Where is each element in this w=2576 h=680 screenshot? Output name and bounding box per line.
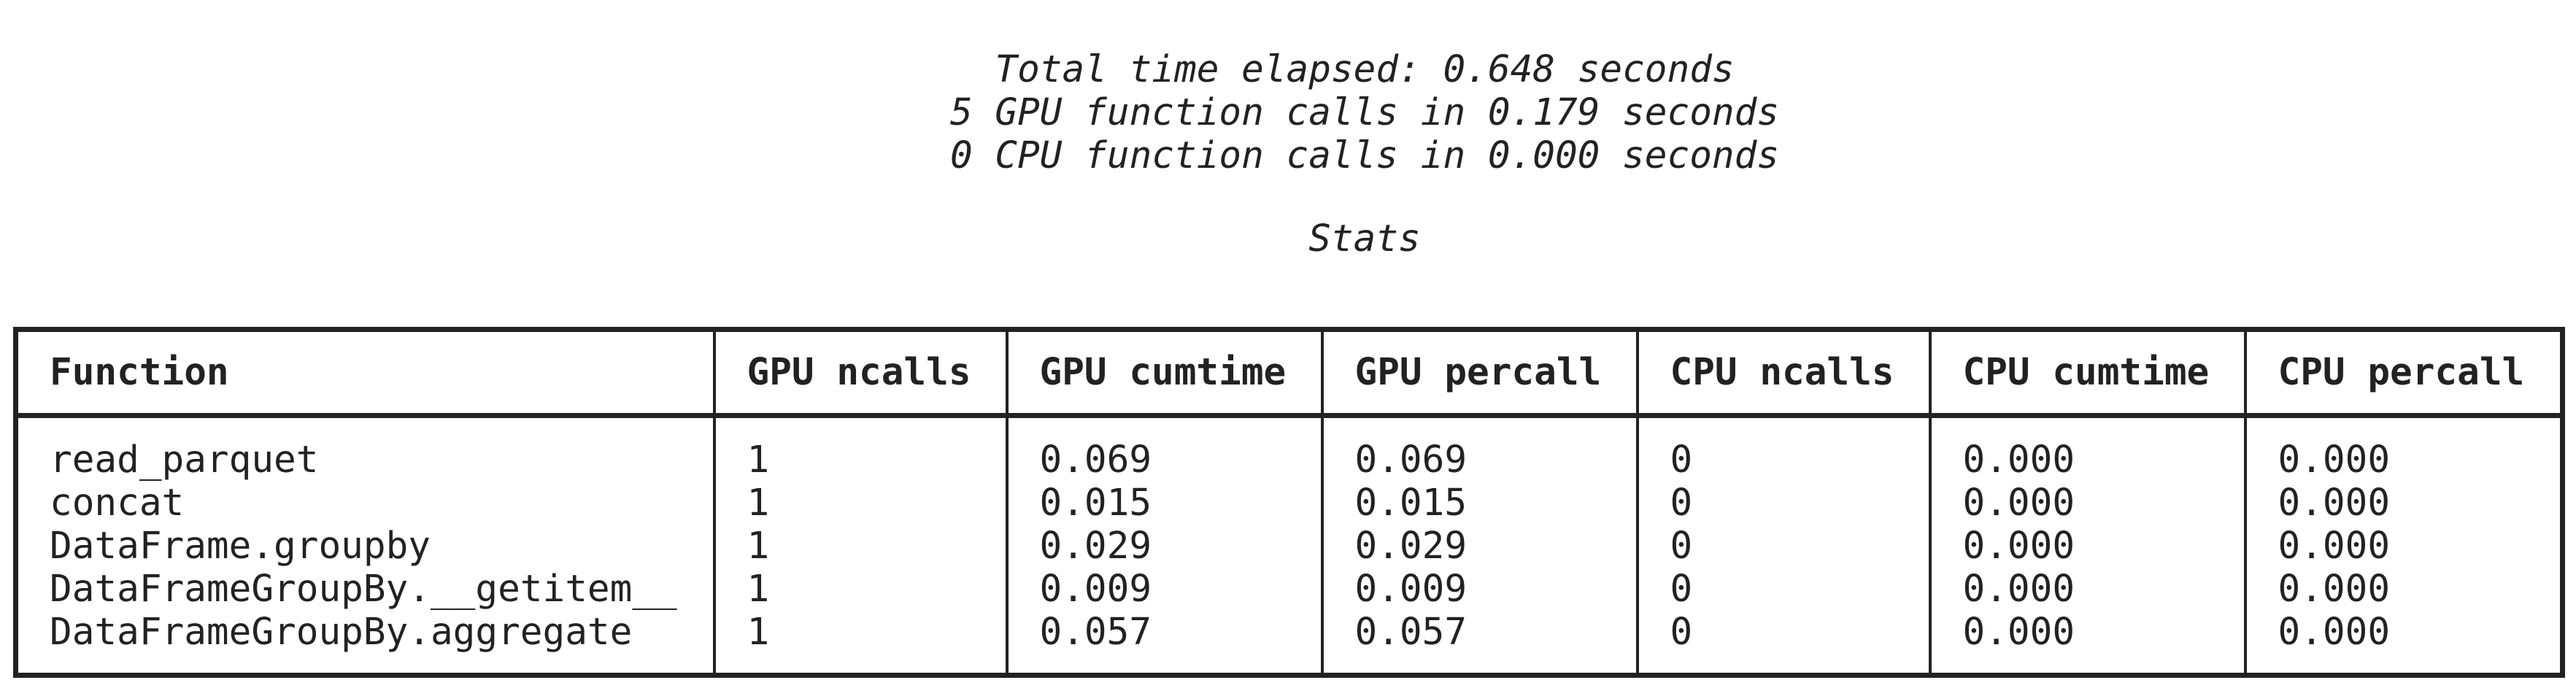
table-cell: 1 <box>712 415 1009 482</box>
table-cell: 0 <box>1635 611 1932 676</box>
table-cell: 0.000 <box>2243 568 2564 611</box>
table-row: DataFrameGroupBy.__getitem__ 1 0.009 0.009 0… <box>14 568 2564 611</box>
stats-title: Stats <box>1308 217 1421 260</box>
table-cell: 0 <box>1635 482 1932 525</box>
column-header: GPU ncalls <box>712 329 1009 418</box>
column-header: GPU percall <box>1320 329 1639 418</box>
table-cell: 0.009 <box>1320 568 1639 611</box>
stats-table: Function GPU ncalls GPU cumtime GPU perc… <box>13 327 2565 678</box>
table-cell: concat <box>14 482 716 525</box>
column-header: CPU percall <box>2243 329 2564 418</box>
table-cell: 0.000 <box>1928 415 2247 482</box>
cpu-calls-text: 0 CPU function calls in 0.000 seconds <box>949 134 1780 177</box>
table-row: DataFrameGroupBy.aggregate 1 0.057 0.057 0 0.… <box>14 611 2564 676</box>
table-cell: 1 <box>712 482 1009 525</box>
table-cell: 0.015 <box>1005 482 1324 525</box>
gpu-calls-text: 5 GPU function calls in 0.179 seconds <box>949 91 1780 134</box>
table-cell: 0.069 <box>1005 415 1324 482</box>
table-cell: 0.000 <box>2243 415 2564 482</box>
summary: Total time elapsed: 0.648 seconds 5 GPU … <box>0 48 2576 177</box>
table-header-row: Function GPU ncalls GPU cumtime GPU perc… <box>14 329 2564 418</box>
table-cell: 0 <box>1635 415 1932 482</box>
column-header: CPU cumtime <box>1928 329 2247 418</box>
table-cell: DataFrameGroupBy.__getitem__ <box>14 568 716 611</box>
table-cell: 0.057 <box>1320 611 1639 676</box>
table-cell: DataFrameGroupBy.aggregate <box>14 611 716 676</box>
table-cell: 0.000 <box>2243 611 2564 676</box>
table-row: DataFrame.groupby 1 0.029 0.029 0 0.000 0.000 <box>14 525 2564 568</box>
table-cell: 0.000 <box>2243 525 2564 568</box>
table-cell: 0 <box>1635 525 1932 568</box>
table-cell: 1 <box>712 525 1009 568</box>
table-row: concat 1 0.015 0.015 0 0.000 0.000 <box>14 482 2564 525</box>
table-cell: 0.000 <box>1928 568 2247 611</box>
table-cell: 0.057 <box>1005 611 1324 676</box>
total-time-text: Total time elapsed: 0.648 seconds <box>995 48 1735 91</box>
table-cell: 0 <box>1635 568 1932 611</box>
column-header: CPU ncalls <box>1635 329 1932 418</box>
table-cell: 1 <box>712 611 1009 676</box>
table-cell: 1 <box>712 568 1009 611</box>
table-cell: 0.000 <box>1928 611 2247 676</box>
table-cell: DataFrame.groupby <box>14 525 716 568</box>
table-cell: 0.000 <box>2243 482 2564 525</box>
table-cell: 0.000 <box>1928 525 2247 568</box>
column-header: Function <box>14 329 716 418</box>
table-cell: 0.029 <box>1320 525 1639 568</box>
table-cell: 0.029 <box>1005 525 1324 568</box>
table-cell: 0.000 <box>1928 482 2247 525</box>
table-row: read_parquet 1 0.069 0.069 0 0.000 0.000 <box>14 415 2564 482</box>
table-cell: 0.009 <box>1005 568 1324 611</box>
table-cell: 0.069 <box>1320 415 1639 482</box>
table-cell: read_parquet <box>14 415 716 482</box>
table-cell: 0.015 <box>1320 482 1639 525</box>
column-header: GPU cumtime <box>1005 329 1324 418</box>
